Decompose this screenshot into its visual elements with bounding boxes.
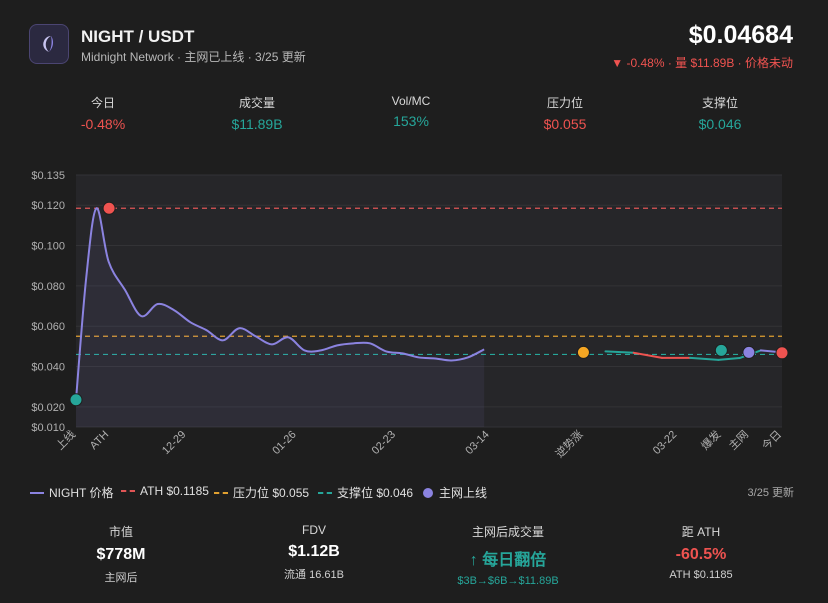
legend-item-ath: ATH $0.1185 (121, 484, 209, 498)
stat-volume: 成交量 $11.89B (187, 94, 327, 132)
x-tick-label: 03-22 (651, 429, 679, 457)
bstat-value: -60.5% (675, 546, 727, 563)
plot-background (76, 175, 782, 427)
bstat-value: $1.12B (288, 543, 340, 560)
legend-item-price: NIGHT 价格 (30, 484, 113, 501)
header: NIGHT / USDT Midnight Network · 主网已上线 · … (29, 21, 799, 74)
stat-today: 今日 -0.48% (33, 94, 173, 132)
stat-value: $0.055 (543, 116, 587, 132)
y-tick-label: $0.040 (31, 362, 65, 374)
price-tail-segment (717, 357, 741, 361)
bstat-sub: 流通 16.61B (284, 569, 344, 581)
price-chart-svg: $0.135 $0.120 $0.100 $0.080 $0.060 $0.040 $0.0… (31, 170, 789, 460)
price-chart: $0.135 $0.120 $0.100 $0.080 $0.060 $0.040 $0.0… (0, 160, 828, 470)
price-area (76, 208, 485, 427)
stats-row: 今日 -0.48% 成交量 $11.89B Vol/MC 153% 压力位 $0… (0, 94, 828, 134)
crescent-logo-icon (43, 36, 54, 52)
marker-上线 (69, 393, 83, 407)
x-tick-label: 爆发 (698, 427, 723, 452)
stat-value: $0.046 (698, 116, 742, 132)
legend-dash-swatch (121, 490, 135, 492)
marker-主网 (742, 345, 756, 359)
legend-label: 主网上线 (439, 486, 488, 500)
legend-item-support: 支撑位 $0.046 (318, 484, 413, 501)
legend-dash-swatch (318, 491, 332, 494)
x-tick-label: 01-26 (270, 429, 298, 457)
legend-dash-swatch (214, 491, 228, 494)
x-tick-label: 03-14 (463, 429, 491, 457)
price-line (75, 207, 485, 400)
stat-label: 支撑位 (701, 96, 738, 110)
current-price: $0.04684 (688, 21, 793, 49)
x-tick-label: 12-29 (160, 429, 188, 457)
bottom-stats: 市值 $778M 主网后 FDV $1.12B 流通 16.61B 主网后成交量… (0, 523, 828, 593)
stat-value: $11.89B (231, 116, 283, 132)
stat-resistance: 压力位 $0.055 (495, 94, 635, 132)
legend-line-swatch (30, 491, 44, 494)
stat-vol-mc: Vol/MC 153% (341, 94, 481, 129)
y-tick-label: $0.080 (31, 281, 65, 293)
legend-label: NIGHT 价格 (49, 486, 114, 500)
y-tick-label: $0.020 (31, 402, 65, 414)
stat-value: 153% (393, 113, 429, 129)
price-tail-segment (689, 356, 720, 361)
price-change: ▼ -0.48% · 量 $11.89B · 价格未动 (611, 56, 793, 70)
bstat-label: FDV (302, 523, 326, 537)
bstat-sub: ATH $0.1185 (669, 569, 733, 581)
price-tail-segment (604, 350, 635, 354)
marker-ATH (102, 201, 116, 215)
pair-subtitle: Midnight Network · 主网已上线 · 3/25 更新 (81, 50, 306, 64)
price-tail-segment (632, 351, 663, 359)
marker-逆势涨 (576, 345, 590, 359)
legend-label: ATH $0.1185 (140, 484, 209, 498)
chart-legend: NIGHT 价格 ATH $0.1185 压力位 $0.055 支撑位 $0.0… (30, 484, 800, 502)
y-tick-label: $0.100 (31, 241, 65, 253)
legend-dot-swatch (423, 487, 433, 498)
bstat-value: $778M (96, 546, 146, 563)
pair-title: NIGHT / USDT (81, 27, 195, 46)
stat-label: 压力位 (546, 96, 583, 110)
y-tick-label: $0.135 (31, 170, 65, 182)
updated-label: 3/25 更新 (747, 487, 794, 499)
bstat-volume-after-mainnet: 主网后成交量 ↑ 每日翻倍 $3B→$6B→$11.89B (428, 523, 588, 587)
x-tick-label: 逆势涨 (552, 427, 585, 460)
bstat-value: ↑ 每日翻倍 (469, 552, 547, 569)
bstat-label: 距 ATH (681, 525, 721, 539)
stat-value: -0.48% (80, 116, 126, 132)
bstat-fdv: FDV $1.12B 流通 16.61B (234, 523, 394, 582)
x-tick-label: 02-23 (370, 429, 398, 457)
bstat-label: 市值 (108, 525, 133, 539)
y-tick-label: $0.060 (31, 321, 65, 333)
legend-item-resistance: 压力位 $0.055 (214, 484, 309, 501)
x-tick-label: 主网 (726, 428, 751, 453)
bstat-label: 主网后成交量 (471, 525, 544, 539)
marker-爆发 (714, 343, 728, 357)
x-tick-label: ATH (88, 429, 112, 453)
stat-label: 今日 (90, 96, 115, 110)
bstat-market-cap: 市值 $778M 主网后 (41, 523, 201, 585)
y-tick-label: $0.120 (31, 200, 65, 212)
x-tick-label: 今日 (759, 427, 784, 452)
legend-item-mainnet: 主网上线 (423, 484, 487, 501)
stat-label: Vol/MC (391, 94, 431, 108)
bstat-sub: $3B→$6B→$11.89B (457, 575, 559, 587)
bstat-sub: 主网后 (104, 572, 138, 584)
y-tick-label: $0.010 (31, 422, 65, 434)
legend-label: 压力位 $0.055 (233, 486, 310, 500)
marker-今日 (775, 346, 789, 360)
stat-label: 成交量 (238, 96, 275, 110)
token-logo (29, 24, 69, 64)
bstat-from-ath: 距 ATH -60.5% ATH $0.1185 (621, 523, 781, 581)
stat-support: 支撑位 $0.046 (650, 94, 790, 132)
legend-label: 支撑位 $0.046 (337, 486, 414, 500)
